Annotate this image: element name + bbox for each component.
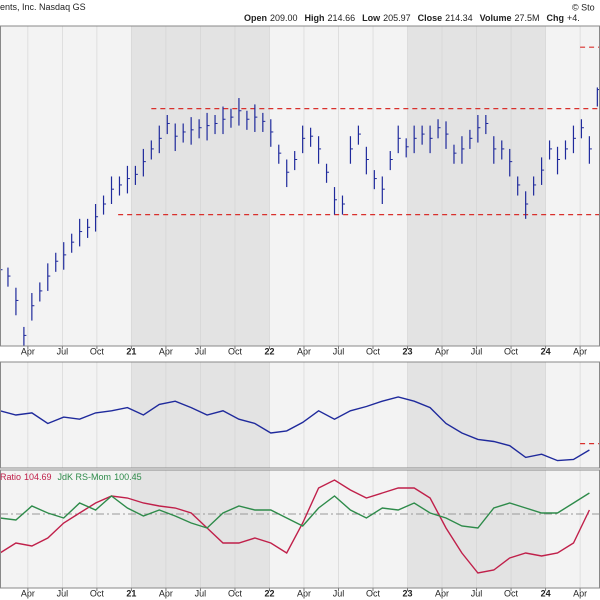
quote-value: +4.: [567, 13, 580, 23]
quote-label: Low: [362, 13, 381, 23]
x-tick-label: 21: [126, 346, 136, 356]
company-name: ents, Inc.: [0, 2, 37, 12]
x-tick-label: Jul: [333, 346, 345, 356]
x-tick-label: Oct: [504, 346, 519, 356]
quote-value: 27.5M: [515, 13, 540, 23]
x-tick-label: Jul: [195, 346, 207, 356]
x-tick-label: 22: [264, 346, 274, 356]
legend-value: 100.45: [114, 472, 142, 482]
x-tick-label: Jul: [471, 346, 483, 356]
x-tick-label: 24: [541, 588, 551, 598]
watermark: © Sto: [572, 2, 595, 12]
quote: Open 209.00 High 214.66 Low 205.97 Close 214.34…: [244, 13, 580, 23]
x-tick-label: 23: [403, 588, 413, 598]
x-tick-label: Oct: [366, 346, 381, 356]
x-tick-label: Apr: [297, 346, 311, 356]
x-tick-label: Oct: [366, 588, 381, 598]
exchange: Nasdaq GS: [39, 2, 86, 12]
quote-label: Open: [244, 13, 267, 23]
quote-label: High: [305, 13, 325, 23]
x-tick-label: Apr: [297, 588, 311, 598]
legend-name: JdK RS-Mom: [58, 472, 112, 482]
x-tick-label: Apr: [21, 588, 35, 598]
x-tick-label: Apr: [573, 346, 587, 356]
x-tick-label: Apr: [573, 588, 587, 598]
x-tick-label: Oct: [504, 588, 519, 598]
x-tick-label: 21: [126, 588, 136, 598]
legend-name: Ratio: [0, 472, 21, 482]
quote-label: Close: [418, 13, 443, 23]
quote-value: 214.66: [328, 13, 356, 23]
x-tick-label: Oct: [228, 346, 243, 356]
x-tick-label: Oct: [228, 588, 243, 598]
quote-value: 214.34: [445, 13, 473, 23]
series-line: [0, 396, 590, 462]
x-tick-label: 24: [541, 346, 551, 356]
x-tick-label: Apr: [21, 346, 35, 356]
x-tick-label: Apr: [159, 588, 173, 598]
x-tick-label: Jul: [57, 588, 69, 598]
x-tick-label: Jul: [471, 588, 483, 598]
quote-label: Volume: [480, 13, 512, 23]
series-line: [0, 479, 591, 574]
x-tick-label: Apr: [159, 346, 173, 356]
x-tick-label: Jul: [195, 588, 207, 598]
x-tick-label: Oct: [90, 588, 105, 598]
quote-value: 205.97: [383, 13, 411, 23]
quote-value: 209.00: [270, 13, 298, 23]
quote-label: Chg: [547, 13, 565, 23]
legend-value: 104.69: [24, 472, 52, 482]
x-tick-label: Jul: [57, 346, 69, 356]
company: ents, Inc. Nasdaq GS: [0, 2, 86, 12]
x-tick-label: 22: [264, 588, 274, 598]
x-tick-label: Apr: [435, 346, 449, 356]
x-tick-label: Apr: [435, 588, 449, 598]
x-tick-label: 23: [403, 346, 413, 356]
series-line: [0, 492, 590, 529]
x-tick-label: Oct: [90, 346, 105, 356]
legend: Ratio 104.69 JdK RS-Mom 100.45: [0, 472, 142, 482]
x-tick-label: Jul: [333, 588, 345, 598]
